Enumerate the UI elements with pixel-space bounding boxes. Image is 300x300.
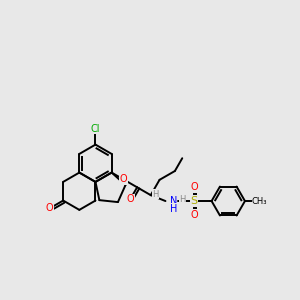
Text: O: O bbox=[126, 194, 134, 204]
Text: H: H bbox=[169, 204, 177, 214]
Text: CH₃: CH₃ bbox=[252, 196, 267, 206]
Text: O: O bbox=[120, 174, 127, 184]
Text: N: N bbox=[169, 196, 177, 206]
Text: O: O bbox=[46, 203, 53, 213]
Text: S: S bbox=[190, 196, 197, 206]
Text: Cl: Cl bbox=[91, 124, 100, 134]
Text: H: H bbox=[179, 195, 185, 204]
Text: O: O bbox=[190, 210, 198, 220]
Text: O: O bbox=[190, 182, 198, 192]
Text: H: H bbox=[152, 190, 159, 199]
